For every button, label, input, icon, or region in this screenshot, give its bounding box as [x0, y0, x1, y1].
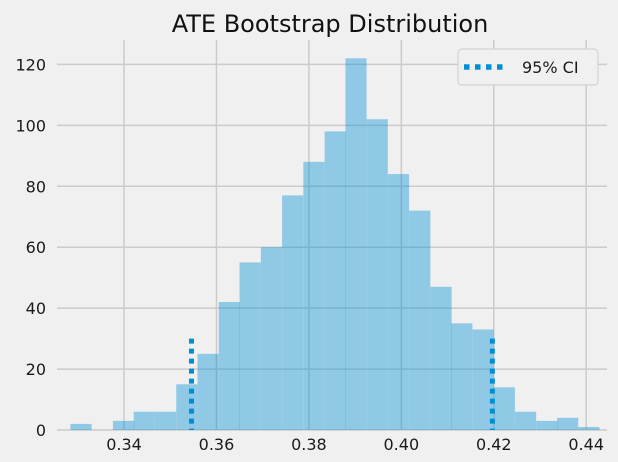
histogram-bar — [366, 119, 388, 430]
legend-box — [457, 48, 599, 86]
histogram-bar — [112, 420, 135, 430]
x-tick-label: 0.38 — [291, 435, 327, 454]
y-tick-label: 40 — [26, 299, 46, 318]
legend-label-ci: 95% CI — [522, 58, 579, 77]
chart-title: ATE Bootstrap Distribution — [172, 10, 489, 38]
x-axis-ticks: 0.34 0.36 0.38 0.40 0.42 0.44 — [106, 435, 604, 454]
y-tick-label: 100 — [15, 116, 46, 135]
y-tick-label: 0 — [36, 421, 46, 440]
histogram-bar — [409, 210, 431, 430]
x-tick-label: 0.36 — [199, 435, 235, 454]
histogram-bar — [557, 417, 579, 430]
bars — [70, 58, 600, 430]
y-tick-label: 120 — [15, 55, 46, 74]
x-tick-label: 0.34 — [106, 435, 142, 454]
histogram-bar — [430, 286, 452, 430]
y-tick-label: 80 — [26, 177, 46, 196]
y-tick-label: 20 — [26, 360, 46, 379]
x-tick-label: 0.42 — [476, 435, 512, 454]
histogram-bar — [70, 423, 92, 430]
legend: 95% CI — [457, 48, 599, 86]
histogram-bar — [536, 420, 558, 430]
histogram-bar — [303, 161, 325, 430]
histogram-bar — [578, 426, 600, 430]
histogram-bar — [282, 195, 304, 430]
histogram-bar — [493, 387, 515, 430]
grid — [57, 40, 607, 431]
histogram-bar — [133, 411, 155, 430]
histogram-bar — [260, 247, 282, 430]
histogram-bar — [387, 174, 410, 430]
histogram-bar — [515, 411, 537, 430]
histogram-bar — [239, 262, 261, 430]
histogram-bar — [218, 302, 240, 430]
histogram-bar — [324, 131, 346, 430]
histogram-bar — [345, 58, 367, 430]
y-axis-ticks: 0 20 40 60 80 100 120 — [15, 55, 46, 440]
histogram-bar — [451, 323, 473, 430]
histogram-bar — [176, 384, 198, 430]
x-tick-label: 0.40 — [384, 435, 420, 454]
histogram-bar — [197, 353, 219, 430]
y-tick-label: 60 — [26, 238, 46, 257]
histogram-bar — [472, 329, 494, 430]
x-tick-label: 0.44 — [568, 435, 604, 454]
histogram-bar — [154, 411, 177, 430]
